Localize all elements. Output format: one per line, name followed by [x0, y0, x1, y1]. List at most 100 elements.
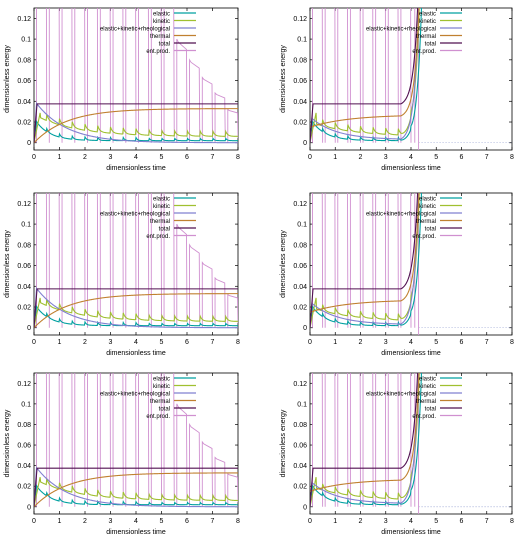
- x-tick-label: 8: [510, 154, 514, 161]
- series-line-thermal: [34, 108, 238, 144]
- y-tick-label: 0.04: [17, 463, 31, 470]
- series-line-thermal: [310, 373, 420, 492]
- x-tick-label: 1: [333, 339, 337, 346]
- series-line-elastic: [34, 483, 238, 507]
- chart-panel-5: 0 0.02 0.04 0.06 0.08 0.1 0.12 0 1 2 3 4 5 6 7 8 dimensi…: [4, 372, 240, 536]
- legend-label: ent.prod.: [412, 49, 436, 55]
- legend-label: elastic+kinetic+rheological: [100, 27, 170, 33]
- chart-panel-2: 0 0.02 0.04 0.06 0.08 0.1 0.12 0 1 2 3 4 5 6 7 8 dimensi…: [280, 7, 514, 172]
- x-tick-label: 4: [134, 339, 138, 346]
- legend-label: total: [425, 42, 436, 48]
- x-tick-label: 0: [308, 339, 312, 346]
- x-tick-label: 5: [434, 518, 438, 525]
- series-line-ent-prod: [312, 8, 420, 150]
- legend-label: kinetic: [153, 384, 170, 390]
- x-tick-label: 4: [134, 154, 138, 161]
- legend-label: elastic+kinetic+rheological: [100, 392, 170, 398]
- y-tick-label: 0.1: [297, 222, 307, 229]
- legend-label: thermal: [150, 399, 170, 405]
- x-tick-label: 3: [384, 154, 388, 161]
- x-tick-label: 1: [58, 518, 62, 525]
- series-line-total: [34, 288, 238, 328]
- legend-label: elastic+kinetic+rheological: [366, 212, 436, 218]
- y-tick-label: 0.02: [17, 484, 31, 491]
- x-tick-label: 4: [409, 154, 413, 161]
- legend-label: thermal: [416, 399, 436, 405]
- legend-label: total: [159, 42, 170, 48]
- series-line-kinetic: [310, 193, 420, 328]
- y-axis-label: dimensionless energy: [280, 230, 287, 298]
- series-line-kinetic: [310, 373, 420, 507]
- series-line-elastic-kinetic-rheological: [34, 101, 238, 144]
- legend-label: ent.prod.: [412, 414, 436, 420]
- x-tick-label: 3: [109, 339, 113, 346]
- y-tick-label: 0.1: [297, 37, 307, 44]
- legend-label: kinetic: [419, 19, 436, 25]
- y-tick-label: 0.06: [293, 443, 307, 450]
- y-tick-label: 0.1: [297, 401, 307, 408]
- x-tick-label: 6: [460, 518, 464, 525]
- series-line-thermal: [34, 293, 238, 329]
- x-tick-label: 2: [359, 154, 363, 161]
- legend-label: thermal: [416, 34, 436, 40]
- y-tick-label: 0.04: [293, 99, 307, 106]
- legend-label: elastic+kinetic+rheological: [366, 392, 436, 398]
- legend-label: elastic: [153, 377, 170, 383]
- y-tick-label: 0.02: [293, 305, 307, 312]
- x-tick-label: 2: [359, 339, 363, 346]
- x-tick-label: 1: [333, 154, 337, 161]
- series-line-ent-prod: [312, 373, 420, 514]
- legend-label: ent.prod.: [146, 234, 170, 240]
- y-tick-label: 0.04: [293, 284, 307, 291]
- series-line-elastic: [310, 373, 423, 507]
- x-tick-label: 7: [211, 154, 215, 161]
- y-tick-label: 0: [27, 504, 31, 511]
- x-tick-label: 4: [134, 518, 138, 525]
- x-tick-label: 0: [32, 154, 36, 161]
- series-line-ent-prod: [36, 373, 238, 507]
- x-tick-label: 0: [32, 518, 36, 525]
- x-tick-label: 8: [236, 518, 240, 525]
- x-tick-label: 2: [83, 339, 87, 346]
- x-axis-label: dimensionless time: [381, 350, 441, 357]
- legend-label: elastic: [419, 12, 436, 18]
- x-tick-label: 3: [109, 518, 113, 525]
- x-tick-label: 5: [434, 339, 438, 346]
- series-line-ent-prod: [36, 8, 238, 143]
- y-tick-label: 0.1: [21, 222, 31, 229]
- legend-label: thermal: [416, 219, 436, 225]
- x-tick-label: 1: [58, 339, 62, 346]
- y-tick-label: 0.08: [293, 242, 307, 249]
- y-axis-label: dimensionless energy: [4, 230, 11, 298]
- x-axis-label: dimensionless time: [106, 529, 166, 536]
- legend-label: elastic: [419, 197, 436, 203]
- legend-label: ent.prod.: [146, 414, 170, 420]
- y-tick-label: 0: [27, 140, 31, 147]
- x-tick-label: 0: [32, 339, 36, 346]
- series-line-ent-prod: [312, 193, 420, 335]
- series-line-elastic-kinetic-rheological: [310, 193, 420, 328]
- series-line-elastic: [310, 193, 423, 328]
- y-tick-label: 0.06: [17, 78, 31, 85]
- y-axis-label: dimensionless energy: [4, 409, 11, 477]
- y-tick-label: 0.02: [17, 120, 31, 127]
- series-line-total: [34, 103, 238, 143]
- y-tick-label: 0: [303, 140, 307, 147]
- series-line-elastic: [34, 304, 238, 328]
- series-line-total: [310, 8, 419, 143]
- x-axis-label: dimensionless time: [381, 165, 441, 172]
- x-tick-label: 3: [109, 154, 113, 161]
- chart-panel-4: 0 0.02 0.04 0.06 0.08 0.1 0.12 0 1 2 3 4 5 6 7 8 dimensi…: [280, 192, 514, 357]
- series-line-ent-prod: [36, 193, 238, 328]
- y-tick-label: 0.12: [17, 16, 31, 23]
- legend-label: kinetic: [419, 384, 436, 390]
- legend-label: total: [159, 227, 170, 233]
- x-tick-label: 2: [83, 518, 87, 525]
- y-tick-label: 0.08: [293, 57, 307, 64]
- x-axis-label: dimensionless time: [381, 529, 441, 536]
- y-axis-label: dimensionless energy: [280, 45, 287, 113]
- x-tick-label: 0: [308, 154, 312, 161]
